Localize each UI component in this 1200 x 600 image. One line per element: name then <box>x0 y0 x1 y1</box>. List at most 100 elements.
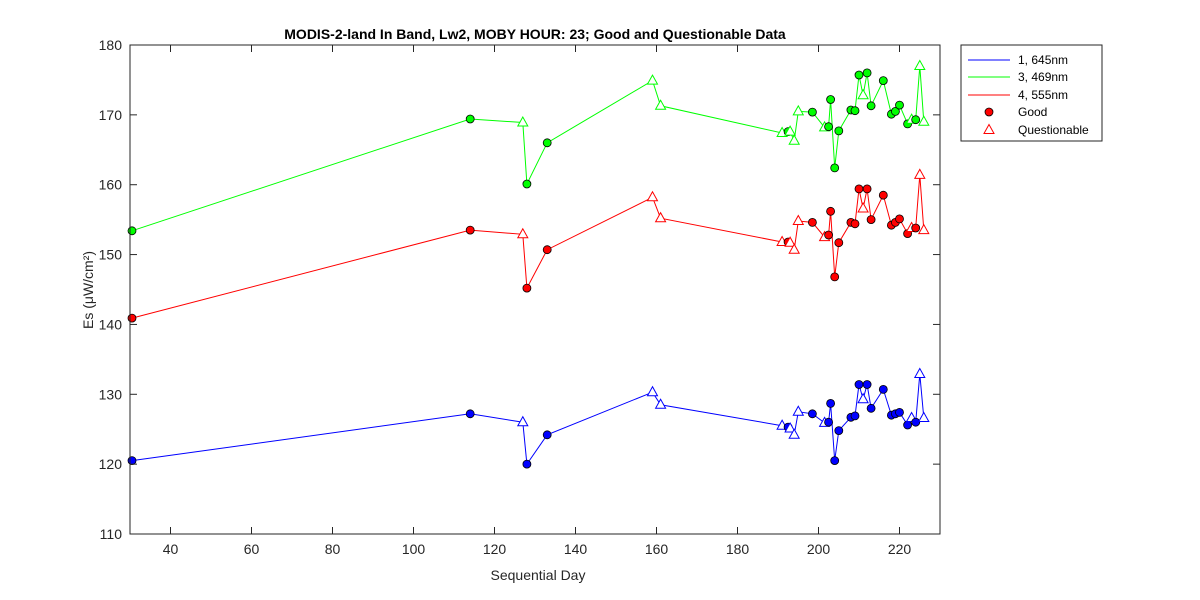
legend-label: 4, 555nm <box>1018 88 1068 102</box>
questionable-point <box>917 115 930 126</box>
good-point <box>911 115 921 125</box>
questionable-point <box>654 99 667 110</box>
good-point <box>826 95 835 104</box>
good-point <box>542 430 552 440</box>
good-point <box>834 426 844 436</box>
good-point <box>866 101 876 111</box>
questionable-point <box>646 74 659 85</box>
good-point <box>808 409 817 419</box>
questionable-point <box>913 59 926 70</box>
good-point <box>127 456 137 466</box>
good-point <box>808 217 817 227</box>
questionable-point <box>516 227 529 239</box>
good-point <box>127 313 137 323</box>
x-tick-label: 220 <box>888 541 912 557</box>
good-point <box>824 122 833 132</box>
x-tick-label: 120 <box>483 541 507 557</box>
legend-box <box>960 44 1103 142</box>
questionable-point <box>784 421 796 433</box>
legend-label: Good <box>1018 105 1047 119</box>
good-point <box>830 456 840 466</box>
good-point <box>830 272 840 282</box>
good-point <box>911 417 921 427</box>
good-point <box>891 107 900 116</box>
good-point <box>834 126 844 136</box>
good-point <box>866 403 876 413</box>
good-point <box>826 398 835 408</box>
questionable-point <box>788 428 801 439</box>
good-point <box>808 107 817 117</box>
questionable-point <box>857 392 869 404</box>
axes-box <box>129 44 941 535</box>
good-point <box>465 225 475 235</box>
good-point <box>850 106 860 116</box>
questionable-point <box>913 168 926 179</box>
x-tick-label: 100 <box>402 541 426 557</box>
questionable-point <box>917 223 930 235</box>
x-tick-label: 40 <box>163 541 179 557</box>
questionable-point <box>792 104 805 116</box>
x-tick-label: 180 <box>726 541 750 557</box>
y-tick-label: 140 <box>99 316 123 332</box>
y-tick-label: 130 <box>99 386 123 402</box>
x-tick-label: 140 <box>564 541 588 557</box>
x-axis-label: Sequential Day <box>491 567 586 583</box>
legend-label: 3, 469nm <box>1018 70 1068 84</box>
y-tick-label: 180 <box>99 37 123 53</box>
questionable-point <box>646 385 659 397</box>
questionable-point <box>646 190 659 202</box>
plot-area <box>130 45 940 534</box>
good-point <box>542 245 552 255</box>
questionable-point <box>784 236 796 247</box>
good-point <box>826 206 835 216</box>
good-point <box>465 114 475 124</box>
good-point <box>878 384 888 394</box>
good-point <box>830 163 840 173</box>
series-3 <box>127 168 930 323</box>
good-point <box>854 70 864 80</box>
chart-title: MODIS-2-land In Band, Lw2, MOBY HOUR: 23… <box>284 26 786 42</box>
good-point <box>465 409 475 419</box>
legend-questionable-marker <box>983 123 995 134</box>
legend-item: 1, 645nm <box>968 53 1068 67</box>
good-point <box>850 219 860 229</box>
good-point <box>522 283 532 293</box>
legend-item: Good <box>984 105 1047 119</box>
questionable-point <box>917 411 930 422</box>
good-point <box>878 190 888 200</box>
good-point <box>834 238 844 248</box>
y-tick-label: 110 <box>100 526 123 542</box>
questionable-point <box>784 125 796 136</box>
good-point <box>862 184 872 194</box>
questionable-point <box>913 367 926 378</box>
questionable-point <box>792 405 805 416</box>
legend-item: 3, 469nm <box>968 70 1068 84</box>
x-tick-label: 200 <box>807 541 831 557</box>
axes-layer: 40 60 80 100 120 140 160 180 200 220 110 120 130 140 1… <box>99 37 941 557</box>
questionable-point <box>857 88 869 100</box>
legend: 1, 645nm 3, 469nm 4, 555nm Good Questionable <box>960 44 1103 142</box>
y-tick-label: 120 <box>99 456 123 472</box>
good-point <box>895 407 904 417</box>
good-point <box>866 215 876 225</box>
good-point <box>895 214 904 224</box>
questionable-point <box>788 243 801 254</box>
good-point <box>522 459 532 469</box>
x-tick-label: 60 <box>244 541 260 557</box>
y-axis-label: Es (μW/cm²) <box>80 251 96 329</box>
questionable-point <box>516 115 529 127</box>
good-point <box>895 100 904 110</box>
questionable-point <box>516 415 529 427</box>
questionable-point <box>792 214 805 225</box>
good-point <box>911 223 921 233</box>
series-layer <box>127 59 930 469</box>
legend-label: 1, 645nm <box>1018 53 1068 67</box>
questionable-point <box>654 211 667 223</box>
legend-item: Questionable <box>983 123 1089 137</box>
y-tick-label: 150 <box>99 247 123 263</box>
questionable-point <box>857 201 869 213</box>
good-point <box>862 380 872 389</box>
y-tick-label: 160 <box>99 177 123 193</box>
